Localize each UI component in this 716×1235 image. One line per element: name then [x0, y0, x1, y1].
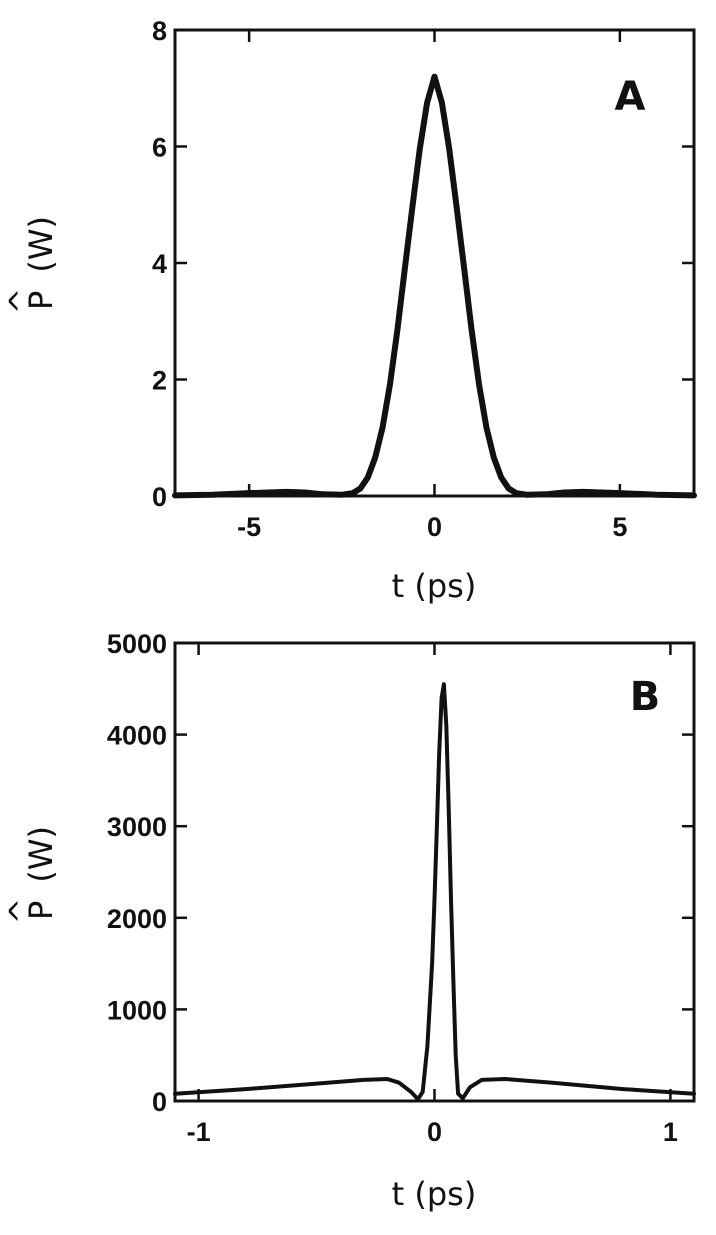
panel-b-y-tick-label: 3000: [107, 812, 167, 842]
svg-text:P (W): P (W): [22, 826, 60, 920]
panel-b-y-tick-label: 0: [152, 1087, 167, 1117]
panel-b-y-symbol: P: [22, 901, 60, 920]
panel-b-y-tick-label: 1000: [107, 995, 167, 1025]
panel-b-label: B: [630, 674, 661, 720]
svg-text:P (W): P (W): [22, 216, 60, 310]
panel-a-x-axis-label: t (ps): [392, 567, 477, 605]
panel-a: -5 0 5 0 2 4 6 8 A t (ps) P (W) ^: [2, 16, 697, 605]
panel-a-y-tick-label: 0: [152, 482, 167, 512]
panel-a-x-tick-label: 5: [612, 512, 627, 542]
panel-b-x-tick-label: 0: [427, 1117, 442, 1147]
panel-b-x-tick-label: 1: [663, 1117, 678, 1147]
panel-a-ticks: -5 0 5 0 2 4 6 8: [152, 16, 694, 542]
panel-a-label: A: [615, 74, 646, 120]
panel-b: -1 0 1 0 1000 2000 3000 4000 5000 B t (ps) P (W)…: [2, 629, 696, 1213]
panel-a-y-tick-label: 2: [152, 366, 167, 396]
panel-a-y-symbol: P: [22, 291, 60, 310]
panel-b-x-tick-label: -1: [187, 1117, 211, 1147]
panel-b-ticks: -1 0 1 0 1000 2000 3000 4000 5000: [107, 629, 694, 1147]
panel-b-y-tick-label: 2000: [107, 904, 167, 934]
panel-b-y-tick-label: 4000: [107, 721, 167, 751]
panel-a-power-curve: [172, 73, 697, 499]
panel-a-y-tick-label: 4: [152, 249, 167, 279]
panel-b-y-hat: ^: [2, 898, 40, 925]
panel-a-y-unit: (W): [22, 216, 60, 273]
panel-b-y-axis-label: P (W) ^: [2, 826, 60, 924]
panel-a-x-tick-label: -5: [237, 512, 261, 542]
panel-b-y-tick-label: 5000: [107, 629, 167, 659]
panel-a-y-tick-label: 6: [152, 133, 167, 163]
panel-b-y-unit: (W): [22, 826, 60, 883]
panel-a-y-tick-label: 8: [152, 16, 167, 46]
panel-a-y-hat: ^: [2, 288, 40, 315]
panel-a-x-tick-label: 0: [427, 512, 442, 542]
panel-b-power-curve: [173, 682, 696, 1102]
panel-b-x-axis-label: t (ps): [392, 1175, 477, 1213]
panel-a-y-axis-label: P (W) ^: [2, 216, 60, 314]
